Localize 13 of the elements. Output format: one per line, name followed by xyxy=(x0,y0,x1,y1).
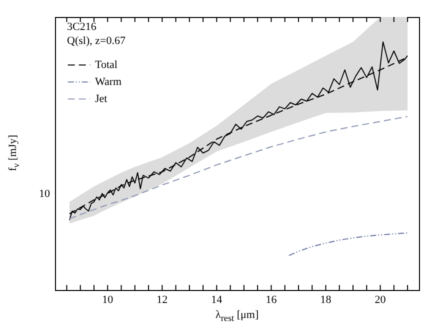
x-axis-title: λ$_{rest}$ [μm] xyxy=(216,309,259,324)
x-tick-label: 10 xyxy=(102,294,114,306)
chart-title: 3C216 xyxy=(67,21,97,33)
x-tick-label: 12 xyxy=(156,294,168,306)
text: 10 xyxy=(39,188,50,200)
chart-subtitle: Q(sl), z=0.67 xyxy=(67,35,126,47)
legend-label: Total xyxy=(95,59,118,71)
legend-label: Warm xyxy=(95,76,122,88)
legend-label: Jet xyxy=(95,93,108,105)
x-tick-label: 16 xyxy=(266,294,278,306)
x-tick-label: 20 xyxy=(374,294,386,306)
x-tick-label: 18 xyxy=(320,294,332,306)
x-tick-label: 14 xyxy=(211,294,223,306)
